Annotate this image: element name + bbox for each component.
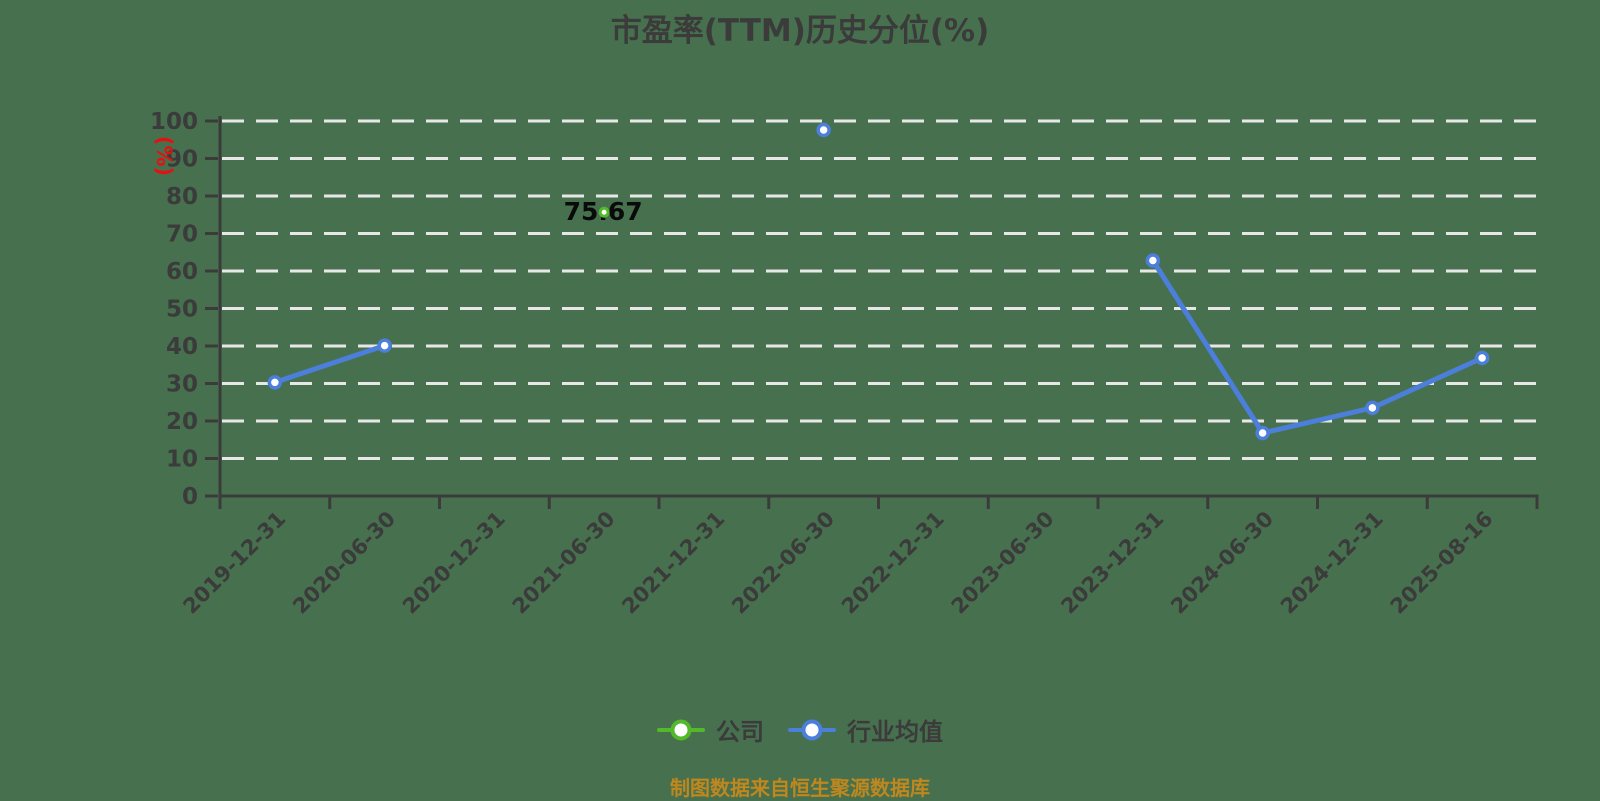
industry-series-line [272, 343, 388, 385]
x-tick-label: 2019-12-31 [178, 507, 290, 619]
y-tick-label: 90 [166, 147, 198, 173]
industry-series-point[interactable] [1365, 400, 1380, 416]
y-tick-label: 40 [166, 334, 198, 360]
x-tick-label: 2025-08-16 [1386, 507, 1498, 619]
legend-label-company: 公司 [716, 718, 764, 746]
source-note: 制图数据来自恒生聚源数据库 [670, 776, 930, 800]
legend-item-industry[interactable]: 行业均值 [788, 712, 943, 747]
y-tick-label: 80 [166, 184, 198, 210]
chart-legend: 公司 行业均值 [0, 712, 1600, 747]
y-tick-label: 50 [166, 297, 198, 323]
industry-series-point[interactable] [1255, 425, 1270, 441]
y-tick-label: 0 [182, 484, 198, 510]
x-tick-label: 2022-06-30 [727, 507, 839, 619]
industry-series-point[interactable] [1474, 350, 1490, 366]
y-tick-label: 100 [150, 109, 198, 135]
company-series-point[interactable] [598, 206, 610, 218]
y-axis-unit-label: (%) [152, 136, 176, 176]
y-tick-label: 10 [166, 447, 198, 473]
y-tick-label: 70 [166, 222, 198, 248]
industry-series-point[interactable] [816, 122, 831, 138]
chart-title: 市盈率(TTM)历史分位(%) [610, 13, 990, 49]
industry-series-point[interactable] [267, 375, 283, 390]
industry-series-point[interactable] [377, 338, 392, 353]
x-tick-label: 2020-06-30 [288, 507, 400, 619]
legend-item-company[interactable]: 公司 [657, 712, 764, 747]
legend-label-industry: 行业均值 [847, 718, 943, 746]
x-tick-label: 2021-06-30 [508, 507, 620, 619]
x-tick-label: 2021-12-31 [617, 507, 729, 619]
industry-series-legend-marker-icon [788, 718, 836, 742]
y-tick-label: 30 [166, 372, 198, 398]
y-tick-label: 20 [166, 409, 198, 435]
x-tick-label: 2023-12-31 [1056, 507, 1168, 619]
x-tick-label: 2023-06-30 [947, 507, 1059, 619]
x-tick-label: 2020-12-31 [398, 507, 510, 619]
x-tick-label: 2024-12-31 [1276, 507, 1388, 619]
x-tick-label: 2022-12-31 [837, 507, 949, 619]
y-tick-label: 60 [166, 259, 198, 285]
industry-series-point[interactable] [1145, 253, 1161, 268]
x-tick-label: 2024-06-30 [1166, 507, 1278, 619]
company-series-legend-marker-icon [657, 718, 705, 742]
industry-series-line [1150, 258, 1485, 436]
